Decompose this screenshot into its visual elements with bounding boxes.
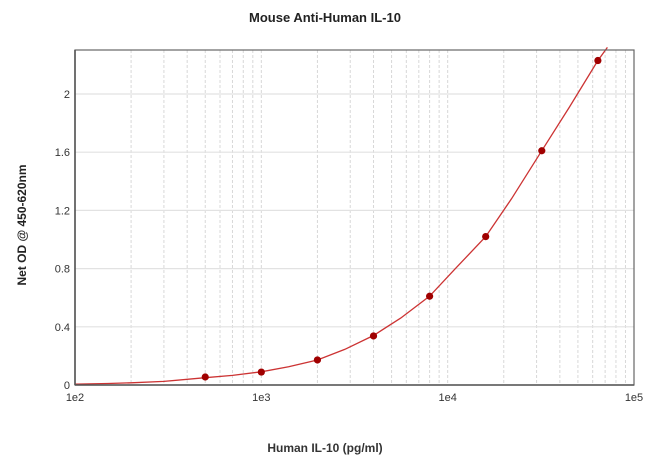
x-tick-label: 1e3 bbox=[252, 392, 270, 404]
x-axis-label: Human IL-10 (pg/ml) bbox=[267, 441, 383, 455]
axis-ticks: 0 0.4 0.8 1.2 1.6 2 1e2 1e3 1e4 1e5 bbox=[55, 89, 643, 404]
y-tick-label: 1.2 bbox=[55, 205, 70, 217]
data-point bbox=[313, 356, 322, 364]
x-tick-label: 1e5 bbox=[625, 392, 643, 404]
curve-path bbox=[74, 47, 608, 385]
plot-frame bbox=[74, 49, 635, 386]
chart-title: Mouse Anti-Human IL-10 bbox=[249, 10, 401, 25]
y-tick-label: 1.6 bbox=[55, 147, 70, 159]
y-tick-label: 2 bbox=[64, 89, 70, 101]
data-point bbox=[538, 147, 546, 155]
data-point bbox=[201, 373, 209, 381]
fitted-curve bbox=[74, 47, 608, 385]
y-tick-label: 0.8 bbox=[55, 264, 70, 276]
y-tick-label: 0.4 bbox=[55, 322, 70, 334]
data-point bbox=[257, 368, 265, 376]
plot-border bbox=[74, 49, 635, 386]
x-tick-label: 1e4 bbox=[438, 392, 456, 404]
data-point bbox=[369, 332, 378, 340]
gridlines bbox=[75, 50, 634, 385]
x-tick-label: 1e2 bbox=[66, 392, 84, 404]
data-point bbox=[426, 292, 434, 300]
data-point bbox=[594, 56, 602, 65]
data-points bbox=[201, 56, 602, 381]
data-point bbox=[482, 232, 490, 241]
y-tick-label: 0 bbox=[64, 380, 70, 392]
